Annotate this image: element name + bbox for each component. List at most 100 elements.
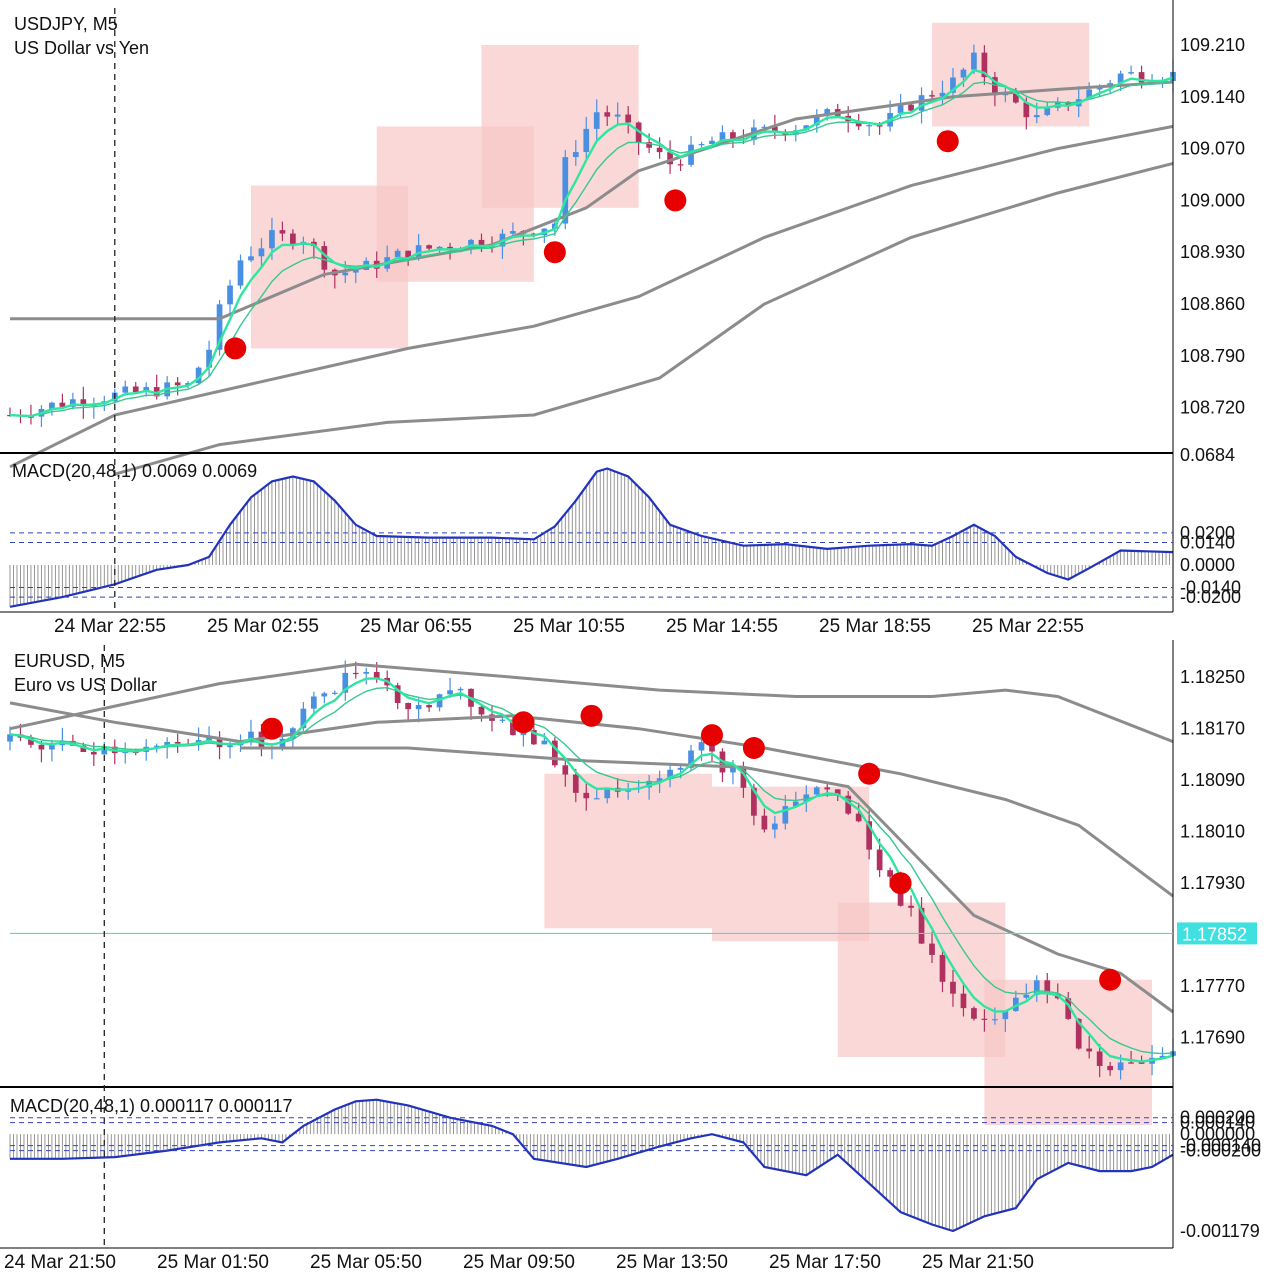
eurusd-candle-body: [248, 731, 254, 743]
eurusd-candle-body: [740, 767, 747, 788]
usdjpy-candle-body: [279, 230, 286, 234]
usdjpy-candle-body: [604, 112, 611, 117]
eurusd-candle-body: [981, 1018, 988, 1020]
usdjpy-signal-dot[interactable]: [543, 241, 566, 264]
eurusd-candle-body: [90, 751, 97, 755]
usdjpy-candle-body: [174, 382, 181, 386]
eurusd-price-tag-label: 1.17852: [1182, 924, 1247, 944]
eurusd-candle-body: [918, 907, 925, 944]
eurusd-time-tick-label: 25 Mar 01:50: [157, 1252, 269, 1273]
eurusd-candle-body: [604, 787, 611, 799]
eurusd-candle-body: [1117, 1062, 1124, 1071]
eurusd-y-tick-label: 1.18250: [1180, 667, 1245, 687]
usdjpy-candle-body: [1023, 102, 1030, 118]
eurusd-signal-dot[interactable]: [858, 762, 881, 785]
eurusd-y-tick-label: 1.18170: [1180, 719, 1245, 739]
eurusd-signal-dot[interactable]: [742, 737, 765, 760]
eurusd-time-tick-label: 25 Mar 09:50: [463, 1252, 575, 1273]
eurusd-time-tick-label: 25 Mar 05:50: [310, 1252, 422, 1273]
eurusd-candle-body: [352, 672, 359, 675]
eurusd-price-tag: [1177, 922, 1257, 945]
usdjpy-candle-body: [730, 132, 736, 140]
eurusd-candle-body: [583, 792, 590, 799]
eurusd-candle-body: [1044, 980, 1051, 994]
usdjpy-candle-body: [709, 140, 715, 145]
eurusd-candle-body: [394, 685, 401, 704]
usdjpy-candle-body: [992, 77, 998, 96]
usdjpy-candle-body: [855, 121, 862, 127]
eurusd-candle-body: [531, 730, 537, 745]
eurusd-candle-body: [698, 742, 705, 751]
usdjpy-macd-y-tick-label: 0.0200: [1180, 523, 1235, 543]
usdjpy-ema-fast: [9, 68, 1174, 418]
eurusd-signal-dot[interactable]: [260, 717, 283, 740]
usdjpy-candle-body: [132, 386, 139, 393]
eurusd-candle-body: [782, 806, 789, 824]
eurusd-macd-y-tick-label: -0.001179: [1180, 1221, 1260, 1241]
usdjpy-candle-body: [478, 239, 485, 247]
usdjpy-candle-body: [583, 128, 590, 153]
eurusd-candle-body: [1075, 1018, 1082, 1049]
usdjpy-candle-body: [698, 144, 705, 146]
usdjpy-candle-body: [813, 115, 820, 126]
usdjpy-signal-zone: [481, 45, 639, 208]
usdjpy-macd-line: [9, 467, 1174, 608]
usdjpy-candle-body: [824, 109, 831, 116]
eurusd-macd-y-tick-label: 0.000200: [1180, 1108, 1255, 1128]
usdjpy-candle-body: [206, 349, 212, 368]
usdjpy-signal-dot[interactable]: [664, 189, 687, 212]
usdjpy-candle-body: [656, 147, 663, 153]
eurusd-candle-body: [478, 706, 485, 715]
eurusd-macd-y-tick-label: -0.000200: [1180, 1141, 1261, 1161]
usdjpy-macd-y-tick-label: 0.0684: [1180, 445, 1235, 465]
eurusd-signal-dot[interactable]: [580, 704, 603, 727]
usdjpy-candle-body: [908, 104, 914, 111]
usdjpy-signal-dot[interactable]: [936, 130, 959, 153]
usdjpy-ema-slow: [9, 80, 1174, 417]
usdjpy-candle-body: [667, 152, 673, 165]
usdjpy-time-tick-label: 25 Mar 18:55: [819, 616, 931, 637]
eurusd-candle-body: [227, 745, 233, 748]
eurusd-gray-ma-1: [9, 701, 1174, 898]
usdjpy-candle-body: [70, 399, 76, 407]
eurusd-candle-body: [1012, 997, 1019, 1011]
usdjpy-time-tick-label: 25 Mar 06:55: [360, 616, 472, 637]
usdjpy-time-tick-label: 25 Mar 02:55: [207, 616, 319, 637]
eurusd-candle-body: [80, 745, 87, 752]
usdjpy-gray-ma-2: [114, 161, 1174, 476]
eurusd-signal-dot[interactable]: [1099, 968, 1122, 991]
eurusd-candle-body: [929, 943, 935, 955]
eurusd-candle-body: [457, 688, 464, 691]
usdjpy-macd-y-tick-label: 0.0140: [1180, 532, 1235, 552]
usdjpy-candle-body: [1086, 89, 1093, 100]
eurusd-candle-body: [122, 751, 129, 754]
eurusd-candle-body: [206, 737, 212, 741]
usdjpy-time-tick-label: 25 Mar 14:55: [666, 616, 778, 637]
usdjpy-signal-dot[interactable]: [224, 337, 247, 360]
usdjpy-candle-body: [426, 245, 432, 249]
eurusd-candle-body: [164, 741, 171, 746]
eurusd-y-tick-label: 1.18010: [1180, 822, 1245, 842]
usdjpy-candle-body: [572, 152, 579, 158]
eurusd-candle-body: [688, 750, 694, 768]
eurusd-candle-body: [908, 905, 914, 908]
usdjpy-signal-zone: [932, 22, 1090, 127]
eurusd-ema-slow: [9, 686, 1174, 1055]
usdjpy-candle-body: [59, 402, 66, 407]
eurusd-signal-dot[interactable]: [889, 872, 912, 895]
eurusd-candle-body: [331, 692, 338, 694]
eurusd-y-tick-label: 1.17770: [1180, 976, 1245, 996]
eurusd-signal-dot[interactable]: [700, 724, 723, 747]
eurusd-candle-body: [960, 993, 967, 1009]
usdjpy-candle-body: [803, 125, 810, 131]
usdjpy-candle-body: [248, 256, 254, 261]
eurusd-signal-dot[interactable]: [512, 711, 535, 734]
eurusd-time-tick-label: 25 Mar 13:50: [616, 1252, 728, 1273]
usdjpy-candle-body: [950, 77, 956, 93]
usdjpy-candle-body: [971, 52, 977, 70]
eurusd-candle-body: [803, 794, 810, 802]
usdjpy-candle-body: [614, 114, 621, 117]
usdjpy-macd-y-tick-label: 0.0000: [1180, 555, 1235, 575]
eurusd-candle-body: [1002, 1010, 1009, 1020]
